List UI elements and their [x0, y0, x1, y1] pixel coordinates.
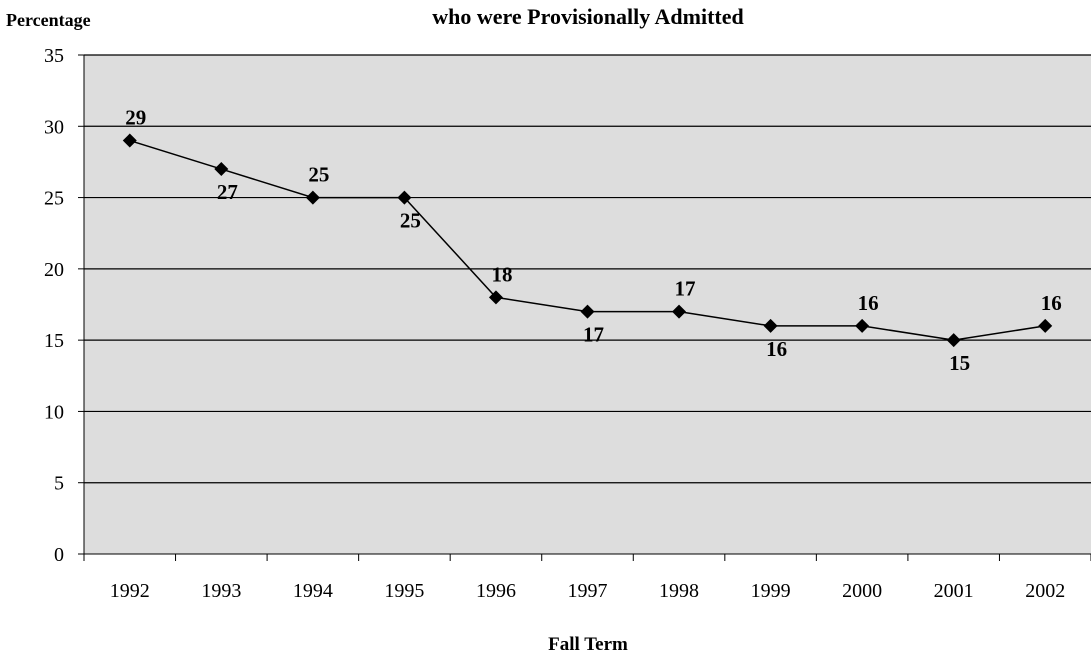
data-label: 16	[766, 337, 787, 361]
x-tick-label: 1993	[201, 580, 241, 602]
marker	[305, 190, 320, 205]
data-label: 29	[125, 106, 146, 130]
x-tick-label: 1992	[110, 580, 150, 602]
x-tick-label: 1996	[476, 580, 516, 602]
x-tick-label: 2000	[842, 580, 882, 602]
x-tick-label: 2002	[1025, 580, 1065, 602]
x-tick-label: 1995	[384, 580, 424, 602]
y-tick-label: 10	[44, 401, 64, 423]
data-label: 18	[491, 262, 512, 286]
y-tick-label: 5	[54, 473, 64, 495]
marker	[672, 304, 687, 319]
marker	[855, 318, 870, 333]
marker	[763, 318, 778, 333]
data-label: 25	[400, 209, 421, 233]
y-tick-label: 20	[44, 259, 64, 281]
y-tick-label: 30	[44, 116, 64, 138]
marker	[946, 333, 961, 348]
x-tick-label: 2001	[934, 580, 974, 602]
x-tick-label: 1994	[293, 580, 333, 602]
x-tick-label: 1997	[568, 580, 608, 602]
data-label: 17	[583, 323, 604, 347]
y-tick-label: 35	[44, 45, 64, 67]
marker	[397, 190, 412, 205]
y-tick-label: 0	[54, 544, 64, 566]
y-tick-label: 15	[44, 330, 64, 352]
marker	[580, 304, 595, 319]
x-axis-label: Fall Term	[548, 634, 628, 655]
marker	[122, 133, 137, 148]
y-tick-label: 25	[44, 188, 64, 210]
data-label: 17	[675, 277, 696, 301]
marker	[1038, 318, 1053, 333]
chart-title: who were Provisionally Admitted	[432, 4, 743, 29]
x-tick-label: 1999	[751, 580, 791, 602]
data-label: 25	[308, 163, 329, 187]
data-label: 16	[1041, 291, 1062, 315]
x-tick-label: 1998	[659, 580, 699, 602]
data-label: 15	[949, 351, 970, 375]
data-label: 27	[217, 180, 238, 204]
data-label: 16	[858, 291, 879, 315]
y-axis-label: Percentage	[6, 10, 91, 30]
marker	[488, 290, 503, 305]
marker	[214, 162, 229, 177]
plot-area	[84, 55, 1091, 554]
